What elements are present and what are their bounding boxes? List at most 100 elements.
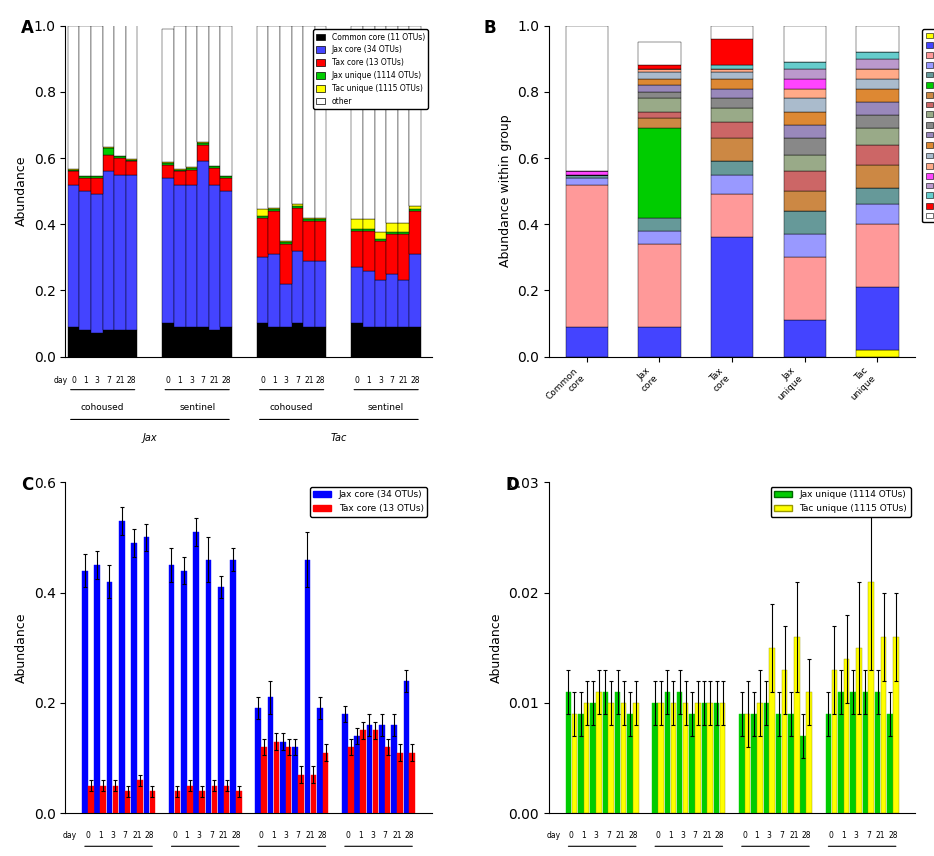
Bar (386, 327, 398, 357)
Text: 3: 3 (283, 831, 289, 841)
Bar (391, 725, 397, 813)
Bar (856, 648, 862, 813)
Bar (280, 741, 286, 813)
Bar (806, 692, 812, 813)
Bar (711, 194, 754, 237)
Text: day: day (63, 831, 77, 841)
Bar (79, 26, 92, 175)
Bar (82, 571, 88, 813)
Text: 28: 28 (145, 831, 154, 841)
Bar (174, 169, 186, 171)
Bar (304, 327, 315, 357)
Bar (695, 703, 700, 813)
Text: B: B (483, 19, 496, 37)
Bar (398, 26, 409, 223)
Bar (255, 709, 261, 813)
Bar (638, 118, 681, 128)
Bar (711, 122, 754, 138)
Bar (638, 128, 681, 217)
Bar (224, 786, 230, 813)
Text: 21: 21 (219, 831, 229, 841)
Bar (566, 178, 608, 185)
Text: 28: 28 (715, 831, 725, 841)
Bar (566, 185, 608, 327)
Bar (68, 171, 79, 185)
Bar (342, 714, 347, 813)
Bar (126, 330, 137, 357)
Bar (310, 775, 316, 813)
Text: 1: 1 (83, 377, 88, 385)
Bar (351, 229, 363, 231)
Bar (711, 65, 754, 68)
Text: 21: 21 (210, 377, 219, 385)
Text: 1: 1 (271, 831, 276, 841)
Text: 3: 3 (283, 377, 289, 385)
Text: 0: 0 (71, 377, 76, 385)
Bar (68, 169, 79, 171)
Bar (770, 648, 775, 813)
Bar (638, 327, 681, 357)
Bar (323, 752, 329, 813)
Bar (92, 26, 103, 175)
Bar (137, 780, 143, 813)
Bar (856, 145, 899, 164)
Text: 28: 28 (221, 377, 231, 385)
Bar (280, 242, 291, 244)
Bar (174, 171, 186, 185)
Bar (163, 164, 174, 178)
Bar (199, 791, 205, 813)
Bar (701, 703, 707, 813)
Bar (209, 168, 220, 185)
Bar (298, 775, 304, 813)
Text: 0: 0 (743, 831, 747, 841)
Bar (114, 330, 126, 357)
Bar (351, 324, 363, 357)
Bar (652, 703, 658, 813)
Text: 28: 28 (127, 377, 136, 385)
Bar (375, 239, 386, 241)
Bar (274, 741, 279, 813)
Bar (794, 637, 800, 813)
Legend: Jax core (34 OTUs), Tax core (13 OTUs): Jax core (34 OTUs), Tax core (13 OTUs) (310, 487, 427, 516)
Bar (590, 703, 596, 813)
Bar (363, 219, 375, 229)
Bar (181, 571, 187, 813)
Bar (292, 747, 298, 813)
Bar (197, 143, 209, 145)
Bar (386, 233, 398, 235)
Bar (79, 178, 92, 191)
Legend: Common core (11 OTUs), Jax core (34 OTUs), Tax core (13 OTUs), Jax unique (1114 : Common core (11 OTUs), Jax core (34 OTUs… (313, 29, 428, 109)
Text: 21: 21 (392, 831, 402, 841)
Bar (268, 698, 274, 813)
Bar (608, 703, 614, 813)
Bar (784, 125, 826, 138)
Bar (572, 714, 577, 813)
Bar (800, 736, 806, 813)
Bar (132, 543, 137, 813)
Bar (409, 210, 421, 211)
Bar (711, 161, 754, 175)
Bar (638, 217, 681, 231)
Bar (88, 786, 93, 813)
Bar (280, 244, 291, 284)
Bar (638, 42, 681, 65)
Text: 3: 3 (594, 831, 599, 841)
Bar (231, 560, 236, 813)
Bar (638, 72, 681, 79)
Bar (315, 219, 327, 221)
Bar (831, 669, 837, 813)
Bar (291, 205, 304, 206)
Bar (838, 692, 843, 813)
Bar (351, 26, 363, 219)
Bar (315, 217, 327, 219)
Text: 0: 0 (828, 831, 834, 841)
Bar (386, 223, 398, 233)
Legend: Porphyromonadaceae, Lachnospiraceae, Ruminococcaceae, Rikenellaceae, Bacteroidal: Porphyromonadaceae, Lachnospiraceae, Rum… (923, 29, 934, 223)
Bar (174, 26, 186, 169)
Bar (197, 26, 209, 142)
Bar (218, 587, 223, 813)
Bar (363, 231, 375, 270)
Bar (398, 235, 409, 281)
Bar (187, 786, 192, 813)
Bar (615, 692, 620, 813)
